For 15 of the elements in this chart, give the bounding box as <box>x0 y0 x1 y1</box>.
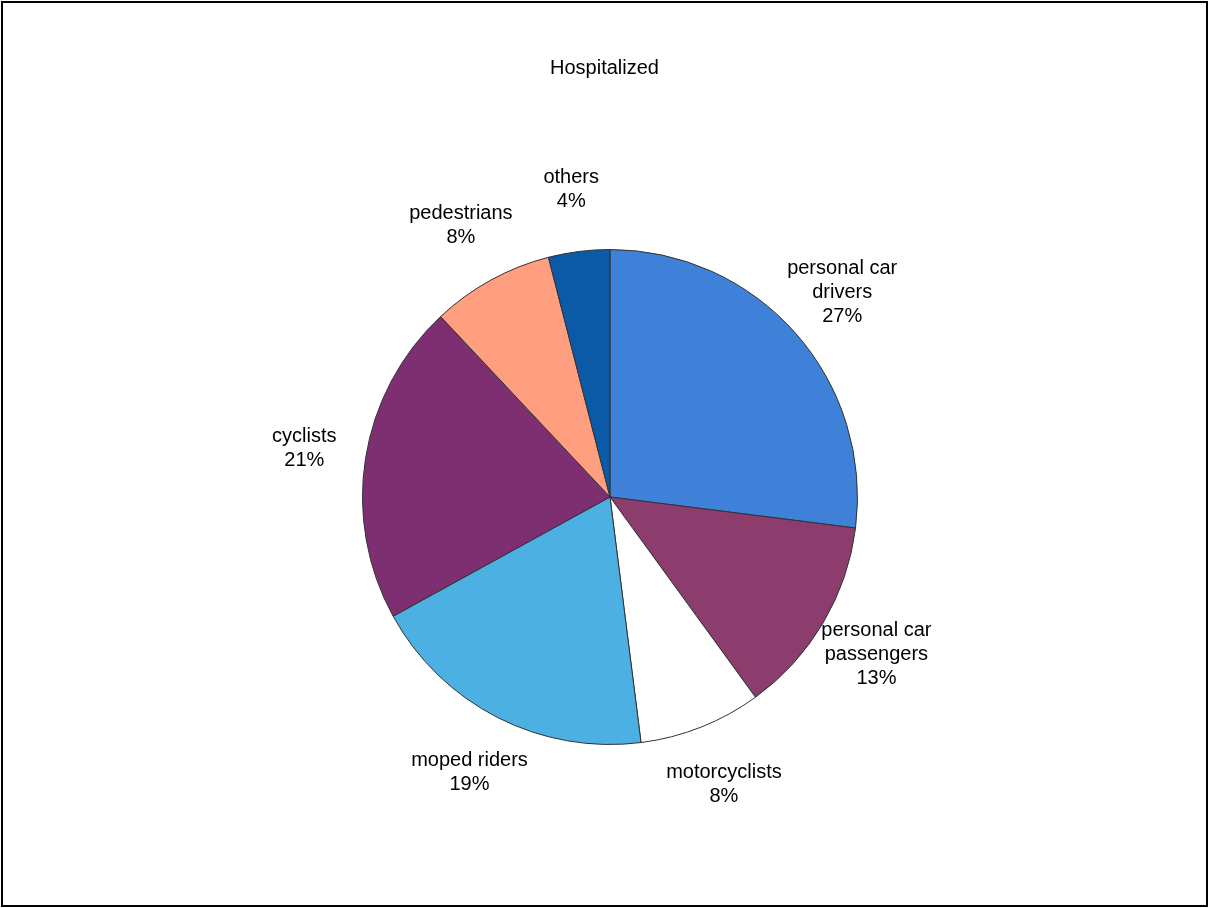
slice-label: personal car drivers <box>787 255 898 302</box>
data-label: 8% <box>709 784 739 807</box>
slice-label: others <box>543 165 600 188</box>
chart-title: Hospitalized <box>550 55 659 78</box>
data-label: 27% <box>822 303 863 326</box>
data-label: 21% <box>284 448 325 471</box>
slice-label: moped riders <box>411 748 528 771</box>
data-label: 13% <box>856 666 897 689</box>
slice-label: motorcyclists <box>666 760 782 783</box>
data-label: 8% <box>446 225 476 248</box>
slice-label: cyclists <box>272 424 337 447</box>
data-label: 19% <box>449 772 490 795</box>
slice-label: personal car passengers <box>821 618 932 665</box>
slice-label: pedestrians <box>409 201 513 224</box>
data-label: 4% <box>556 189 586 212</box>
